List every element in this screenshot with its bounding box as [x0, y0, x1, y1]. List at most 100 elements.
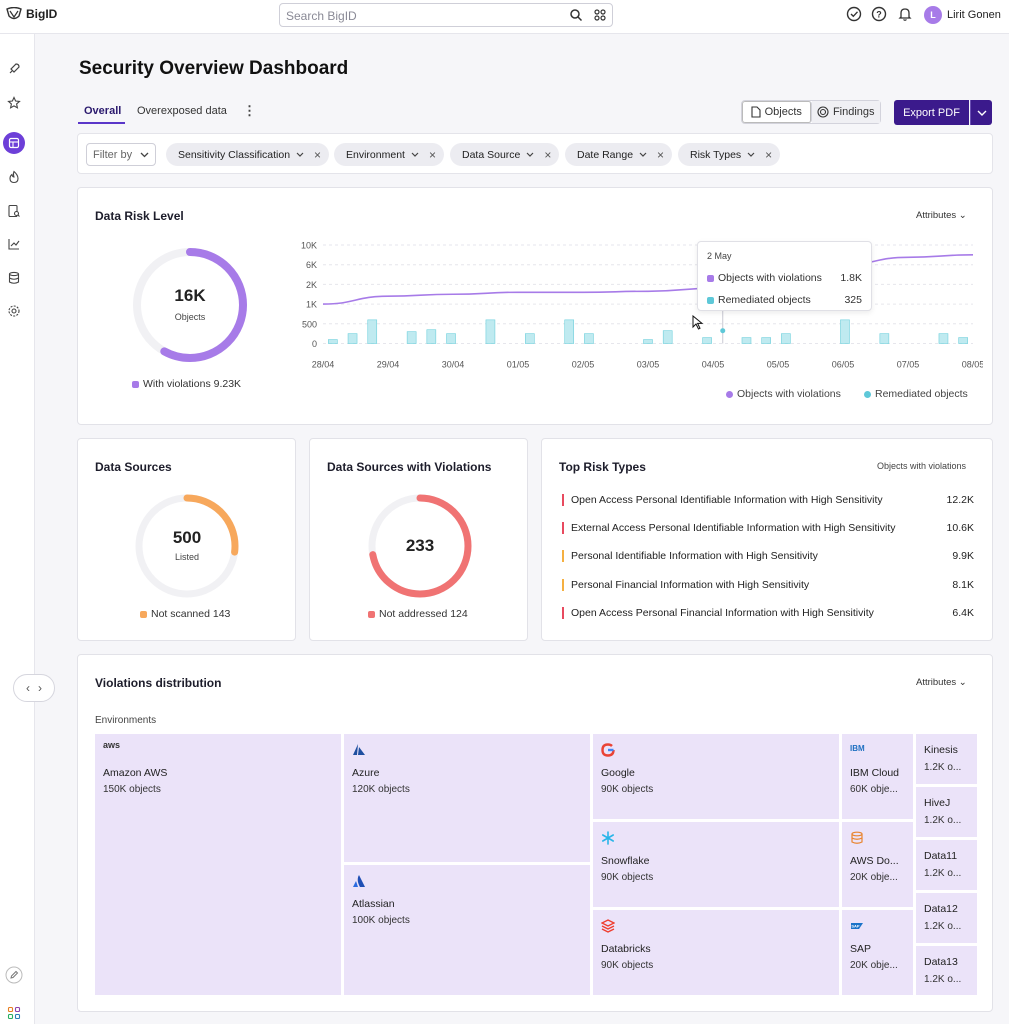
nav-dashboard-active[interactable]	[3, 132, 25, 154]
risk-trend-chart: 10K 6K 2K 1K 500 0 28/04 29/04 30/04 01/05 02/05 03…	[301, 241, 983, 370]
nav-collapse-toggle[interactable]: ‹ ›	[13, 674, 55, 702]
filter-chip-sensitivity[interactable]: Sensitivity Classification ×	[166, 143, 330, 166]
remediated-bar	[643, 339, 653, 344]
tab-overexposed-data[interactable]: Overexposed data	[137, 105, 227, 117]
sap-icon: SAP	[851, 923, 863, 929]
toggle-findings[interactable]: Findings	[811, 101, 880, 123]
legend-dot	[726, 390, 733, 398]
risk-type-label: Open Access Personal Identifiable Inform…	[571, 494, 883, 506]
filter-settings-icon[interactable]	[593, 8, 607, 22]
legend-dot	[707, 274, 714, 282]
filter-chip-environment[interactable]: Environment ×	[334, 143, 444, 166]
legend-remediated[interactable]: Remediated objects	[864, 388, 968, 400]
x-tick-label: 06/05	[832, 360, 855, 370]
treemap-tile-azure[interactable]: Azure 120K objects	[344, 734, 590, 862]
tile-name: Data12	[924, 903, 958, 915]
analytics-chart-icon[interactable]	[7, 237, 21, 251]
logo[interactable]: BigID	[6, 7, 57, 21]
legend-dot	[707, 296, 714, 304]
chevron-down-icon	[639, 152, 647, 157]
star-icon[interactable]	[7, 96, 21, 110]
page-title: Security Overview Dashboard	[79, 58, 349, 79]
filter-chip-date-range[interactable]: Date Range ×	[565, 143, 673, 166]
rocket-icon[interactable]	[7, 62, 21, 76]
dashboard-icon	[8, 137, 20, 149]
risk-type-row[interactable]: Personal Financial Information with High…	[562, 579, 974, 593]
more-options-icon[interactable]: ⋮	[243, 103, 256, 118]
tile-name: SAP	[850, 943, 872, 955]
treemap-tile-data13[interactable]: Data13 1.2K o...	[916, 946, 977, 995]
treemap-tile-data11[interactable]: Data11 1.2K o...	[916, 840, 977, 890]
x-tick-label: 02/05	[572, 360, 595, 370]
close-icon[interactable]: ×	[544, 147, 552, 162]
chip-label: Sensitivity Classification	[178, 148, 291, 161]
close-icon[interactable]: ×	[657, 147, 665, 162]
avatar[interactable]: L	[924, 6, 942, 24]
chevron-left-icon[interactable]: ‹	[26, 681, 30, 695]
chip-label: Environment	[346, 148, 405, 161]
y-tick-label: 500	[302, 319, 317, 329]
treemap-tile-kinesis[interactable]: Kinesis 1.2K o...	[916, 734, 977, 784]
fire-icon[interactable]	[7, 170, 21, 184]
treemap-tile-google[interactable]: Google 90K objects	[593, 734, 839, 819]
risk-color-bar	[562, 607, 564, 620]
risk-type-row[interactable]: External Access Personal Identifiable In…	[562, 522, 974, 536]
toggle-objects[interactable]: Objects	[742, 101, 812, 123]
x-tick-label: 07/05	[897, 360, 920, 370]
tab-overall[interactable]: Overall	[84, 105, 122, 117]
settings-gear-icon[interactable]	[7, 304, 21, 318]
treemap-tile-hivej[interactable]: HiveJ 1.2K o...	[916, 787, 977, 837]
tile-count: 100K objects	[352, 915, 410, 926]
treemap-tile-data12[interactable]: Data12 1.2K o...	[916, 893, 977, 943]
treemap-tile-ibm-cloud[interactable]: IBM IBM Cloud 60K obje...	[842, 734, 913, 819]
filter-by-select[interactable]: Filter by	[86, 143, 156, 166]
search-input[interactable]	[286, 7, 556, 24]
section-label: Environments	[95, 715, 157, 726]
chevron-down-icon: ⌄	[958, 210, 967, 221]
treemap-tile-snowflake[interactable]: Snowflake 90K objects	[593, 822, 839, 907]
help-icon[interactable]: ?	[871, 6, 887, 22]
close-icon[interactable]: ×	[765, 147, 773, 162]
treemap-tile-atlassian[interactable]: Atlassian 100K objects	[344, 865, 590, 995]
export-pdf-button[interactable]: Export PDF	[894, 100, 969, 125]
treemap-tile-sap[interactable]: SAP SAP 20K obje...	[842, 910, 913, 995]
risk-type-row[interactable]: Open Access Personal Identifiable Inform…	[562, 494, 974, 508]
risk-type-row[interactable]: Open Access Personal Financial Informati…	[562, 607, 974, 621]
violations-distribution-card: Violations distribution Attributes ⌄ Env…	[77, 654, 993, 1012]
with-violations-legend: With violations 9.23K	[132, 378, 241, 390]
filter-bar: Filter by Sensitivity Classification × E…	[77, 133, 993, 174]
database-icon[interactable]	[7, 271, 21, 285]
close-icon[interactable]: ×	[314, 147, 322, 162]
tile-count: 1.2K o...	[924, 868, 962, 879]
data-sources-donut	[135, 494, 239, 598]
treemap-tile-databricks[interactable]: Databricks 90K objects	[593, 910, 839, 995]
notifications-bell-icon[interactable]	[897, 6, 913, 22]
tile-count: 20K obje...	[850, 960, 898, 971]
tasks-check-icon[interactable]	[846, 6, 862, 22]
filter-chip-data-source[interactable]: Data Source ×	[450, 143, 560, 166]
attributes-dropdown[interactable]: Attributes ⌄	[916, 210, 967, 221]
apps-grid-icon[interactable]	[7, 1006, 21, 1020]
close-icon[interactable]: ×	[428, 147, 436, 162]
export-dropdown-button[interactable]	[970, 100, 992, 125]
risk-type-value: 9.9K	[952, 550, 974, 562]
legend-dot	[132, 380, 139, 388]
search-box[interactable]	[279, 3, 613, 27]
report-search-icon[interactable]	[7, 204, 21, 218]
remediated-bar	[406, 331, 417, 344]
attributes-dropdown[interactable]: Attributes ⌄	[916, 677, 967, 688]
tooltip-row-violations: Objects with violations 1.8K	[707, 272, 862, 284]
filter-chip-risk-types[interactable]: Risk Types ×	[678, 143, 781, 166]
treemap-tile-aws-db[interactable]: AWS Do... 20K obje...	[842, 822, 913, 907]
user-name[interactable]: Lirit Gonen	[947, 9, 1001, 21]
edit-pencil-icon[interactable]	[5, 966, 23, 984]
search-icon[interactable]	[569, 8, 583, 22]
toggle-objects-label: Objects	[764, 106, 802, 118]
risk-type-row[interactable]: Personal Identifiable Information with H…	[562, 550, 974, 564]
top-risk-types-card: Top Risk Types Objects with violations O…	[541, 438, 993, 641]
card-title: Violations distribution	[95, 676, 222, 690]
remediated-bar	[958, 337, 968, 344]
chevron-right-icon[interactable]: ›	[38, 681, 42, 695]
legend-violations[interactable]: Objects with violations	[726, 388, 841, 400]
treemap-tile-amazon-aws[interactable]: aws Amazon AWS 150K objects	[95, 734, 341, 995]
